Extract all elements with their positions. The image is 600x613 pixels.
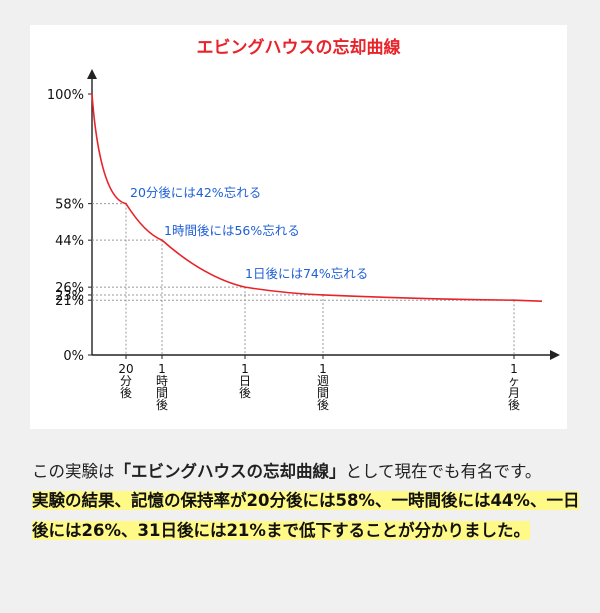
y-tick-label: 23% — [55, 289, 84, 304]
article-body: この実験は「エビングハウスの忘却曲線」として現在でも有名です。 実験の結果、記憶… — [32, 458, 588, 546]
highlighted-result-text: 実験の結果、記憶の保持率が20分後には58%、一時間後には44%、一日後には26… — [32, 491, 580, 540]
annotation-label: 20分後には42%忘れる — [130, 185, 261, 200]
data-point — [161, 239, 163, 241]
y-tick-label: 26% — [55, 281, 84, 296]
y-axis-arrow — [87, 69, 97, 79]
intro-paragraph: この実験は「エビングハウスの忘却曲線」として現在でも有名です。 — [32, 458, 588, 486]
y-tick-label: 58% — [55, 198, 84, 213]
chart-card: エビングハウスの忘却曲線 100% 58% 44% 26% 23% 21% 0% 20 分後 1 時… — [30, 25, 567, 429]
intro-text-post: として現在でも有名です。 — [345, 462, 542, 481]
annotation-label: 1日後には74%忘れる — [245, 266, 368, 281]
x-tick-label: 20 分後 — [118, 362, 133, 400]
forgetting-curve-chart: 100% 58% 44% 26%23%21% 0% 20 分後 1 時間後 1 日後 1 週間後 1 ヶ月後… — [47, 69, 560, 412]
y-tick-label: 100% — [47, 88, 84, 103]
y-tick-label: 0% — [63, 349, 84, 364]
chart-title: エビングハウスの忘却曲線 — [196, 38, 401, 58]
annotation-label: 1時間後には56%忘れる — [164, 223, 300, 238]
y-tick-label: 44% — [55, 234, 84, 249]
intro-text-bold: 「エビングハウスの忘却曲線」 — [114, 462, 346, 481]
series-line — [91, 93, 543, 302]
data-point — [513, 299, 515, 301]
x-tick-label: 1 ヶ月後 — [508, 362, 520, 412]
x-tick-label: 1 日後 — [239, 362, 251, 400]
data-point — [244, 286, 246, 288]
intro-text-pre: この実験は — [32, 462, 115, 481]
x-tick-label: 1 週間後 — [317, 362, 329, 412]
data-point — [91, 93, 93, 95]
data-point — [322, 294, 324, 296]
x-tick-label: 1 時間後 — [156, 362, 168, 412]
data-point — [125, 202, 127, 205]
x-axis-arrow — [550, 350, 560, 360]
y-tick-label: 21% — [55, 294, 84, 309]
